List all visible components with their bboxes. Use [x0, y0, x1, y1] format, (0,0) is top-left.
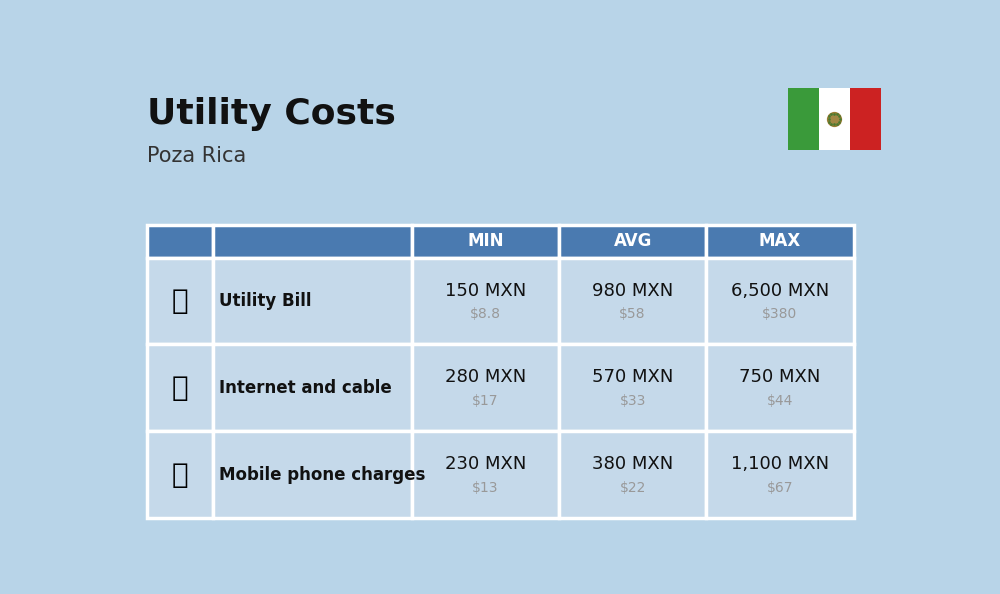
Text: 230 MXN: 230 MXN	[445, 455, 526, 473]
Text: $58: $58	[619, 307, 646, 321]
Bar	[819, 89, 850, 150]
Bar	[559, 258, 706, 345]
Bar	[559, 225, 706, 258]
Bar	[412, 225, 559, 258]
Text: $8.8: $8.8	[470, 307, 501, 321]
Text: 🔌: 🔌	[172, 287, 188, 315]
Text: $33: $33	[619, 394, 646, 407]
Text: 380 MXN: 380 MXN	[592, 455, 673, 473]
Bar	[147, 258, 213, 345]
Text: $380: $380	[762, 307, 798, 321]
Bar	[706, 431, 854, 518]
Bar	[213, 345, 412, 431]
Text: 6,500 MXN: 6,500 MXN	[731, 282, 829, 299]
Text: $13: $13	[472, 481, 499, 495]
Text: 150 MXN: 150 MXN	[445, 282, 526, 299]
Text: MAX: MAX	[759, 232, 801, 251]
Text: 750 MXN: 750 MXN	[739, 368, 821, 386]
Bar	[788, 89, 819, 150]
Bar	[706, 345, 854, 431]
Text: $17: $17	[472, 394, 499, 407]
Text: Poza Rica: Poza Rica	[147, 146, 246, 166]
Text: 980 MXN: 980 MXN	[592, 282, 673, 299]
Text: Internet and cable: Internet and cable	[219, 379, 392, 397]
Bar	[147, 225, 213, 258]
Bar	[850, 89, 881, 150]
Bar	[706, 258, 854, 345]
Text: MIN: MIN	[467, 232, 504, 251]
Text: 📱: 📱	[172, 460, 188, 488]
Text: $44: $44	[767, 394, 793, 407]
Text: $67: $67	[767, 481, 793, 495]
Text: 570 MXN: 570 MXN	[592, 368, 673, 386]
Text: Utility Bill: Utility Bill	[219, 292, 312, 310]
Text: 1,100 MXN: 1,100 MXN	[731, 455, 829, 473]
Text: Utility Costs: Utility Costs	[147, 97, 396, 131]
Bar	[559, 345, 706, 431]
Bar	[706, 225, 854, 258]
Bar	[213, 225, 412, 258]
Text: $22: $22	[619, 481, 646, 495]
Bar	[213, 431, 412, 518]
Bar	[412, 431, 559, 518]
Bar	[412, 345, 559, 431]
Bar	[147, 431, 213, 518]
Text: Mobile phone charges: Mobile phone charges	[219, 466, 426, 484]
Bar	[147, 345, 213, 431]
Bar	[213, 258, 412, 345]
Bar	[559, 431, 706, 518]
Text: 📶: 📶	[172, 374, 188, 402]
Bar	[412, 258, 559, 345]
Text: AVG: AVG	[613, 232, 652, 251]
Text: 280 MXN: 280 MXN	[445, 368, 526, 386]
